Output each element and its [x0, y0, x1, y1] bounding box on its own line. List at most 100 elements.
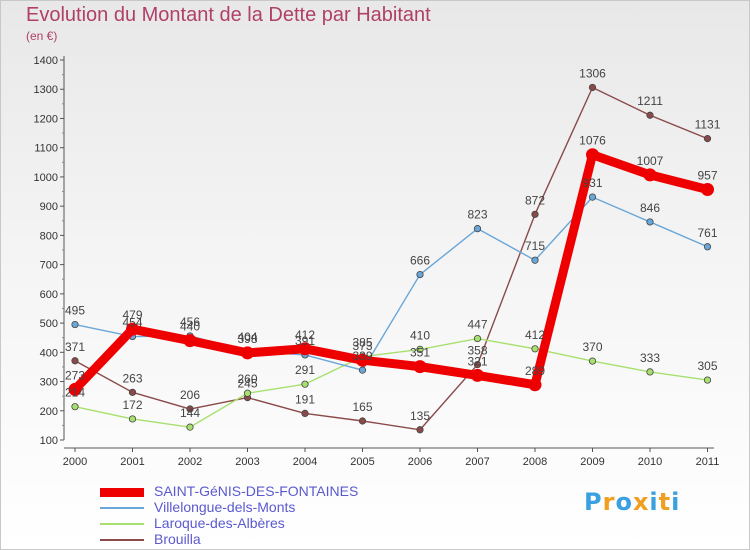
x-tick-label: 2007: [465, 456, 489, 468]
data-label: 305: [697, 359, 717, 373]
data-label: 321: [467, 354, 487, 368]
y-tick-label: 300: [40, 377, 58, 389]
data-label: 404: [237, 330, 257, 344]
data-label: 440: [180, 320, 200, 334]
data-label: 398: [237, 332, 257, 346]
x-tick-label: 2010: [638, 456, 662, 468]
data-label: 456: [180, 315, 200, 329]
data-label: 370: [582, 340, 602, 354]
x-tick-label: 2008: [523, 456, 547, 468]
data-point: [703, 135, 712, 143]
x-tick-label: 2005: [350, 456, 374, 468]
data-point: [646, 111, 654, 119]
data-point: [128, 388, 137, 396]
data-point: [588, 357, 597, 365]
data-point: [643, 168, 657, 182]
legend-label: Laroque-des-Albères: [154, 515, 285, 531]
data-point: [71, 320, 79, 329]
data-label: 931: [582, 176, 602, 190]
y-tick-label: 1000: [34, 172, 58, 184]
data-point: [126, 322, 139, 336]
y-tick-label: 900: [40, 201, 58, 213]
x-tick-label: 2006: [408, 456, 432, 468]
data-point: [186, 423, 194, 431]
data-point: [473, 225, 482, 233]
data-point: [243, 389, 252, 397]
series-line-0: [70, 150, 712, 394]
data-point: [416, 426, 424, 434]
data-label: 846: [640, 201, 660, 215]
data-label: 495: [65, 304, 85, 318]
data-point: [588, 193, 597, 201]
chart-title: Evolution du Montant de la Dette par Hab…: [26, 4, 431, 26]
data-label: 339: [352, 349, 372, 363]
data-point: [413, 360, 427, 374]
data-point: [703, 243, 712, 251]
y-tick-label: 800: [40, 230, 58, 242]
data-label: 410: [410, 328, 430, 342]
data-label: 144: [180, 406, 200, 420]
data-label: 412: [295, 328, 315, 342]
y-tick-label: 100: [40, 435, 58, 447]
data-label: 1076: [579, 134, 606, 148]
data-point: [531, 210, 539, 218]
data-point: [71, 357, 79, 365]
data-point: [528, 378, 542, 392]
legend-label: Brouilla: [154, 531, 201, 547]
data-point: [241, 346, 254, 360]
data-point: [473, 334, 482, 343]
data-label: 1306: [579, 66, 606, 80]
y-tick-label: 500: [40, 318, 58, 330]
data-label: 191: [295, 392, 315, 406]
data-label: 666: [410, 254, 430, 268]
data-point: [356, 353, 369, 367]
data-point: [71, 403, 79, 411]
data-label: 165: [352, 400, 372, 414]
data-point: [183, 334, 197, 348]
data-label: 761: [697, 226, 717, 240]
data-label: 715: [525, 239, 545, 253]
data-point: [128, 415, 137, 423]
data-point: [646, 368, 654, 376]
x-tick-label: 2001: [120, 456, 144, 468]
data-label: 273: [65, 368, 85, 382]
series-line-3: [74, 86, 709, 431]
series-line-1: [74, 196, 709, 371]
data-point: [588, 83, 597, 92]
data-point: [531, 345, 539, 353]
data-label: 289: [525, 364, 545, 378]
data-label: 135: [410, 409, 430, 423]
data-point: [703, 376, 712, 384]
legend-label: Villelongue-dels-Monts: [154, 499, 296, 515]
data-label: 872: [525, 193, 545, 207]
y-tick-label: 600: [40, 289, 58, 301]
data-label: 263: [122, 371, 142, 385]
x-tick-label: 2004: [293, 456, 317, 468]
data-label: 385: [352, 336, 372, 350]
data-point: [701, 182, 714, 196]
x-tick-label: 2003: [235, 456, 259, 468]
legend-swatch: [100, 487, 144, 497]
data-point: [473, 360, 482, 369]
data-label: 1211: [637, 94, 663, 108]
legend-label: SAINT-GéNIS-DES-FONTAINES: [154, 483, 359, 499]
data-label: 447: [467, 318, 487, 332]
data-label: 371: [65, 340, 85, 354]
data-point: [416, 345, 424, 353]
data-label: 214: [65, 386, 85, 400]
y-tick-label: 1300: [34, 84, 58, 96]
data-label: 1131: [695, 118, 721, 132]
data-label: 245: [237, 377, 257, 391]
data-label: 260: [237, 372, 257, 386]
data-label: 1007: [637, 154, 664, 168]
x-tick-label: 2000: [63, 456, 87, 468]
y-tick-label: 1200: [34, 113, 58, 125]
chart-subtitle: (en €): [26, 29, 58, 43]
data-label: 957: [697, 168, 717, 182]
data-label: 479: [122, 308, 142, 322]
data-point: [301, 409, 309, 417]
data-label: 823: [467, 208, 487, 222]
data-label: 351: [410, 346, 430, 360]
